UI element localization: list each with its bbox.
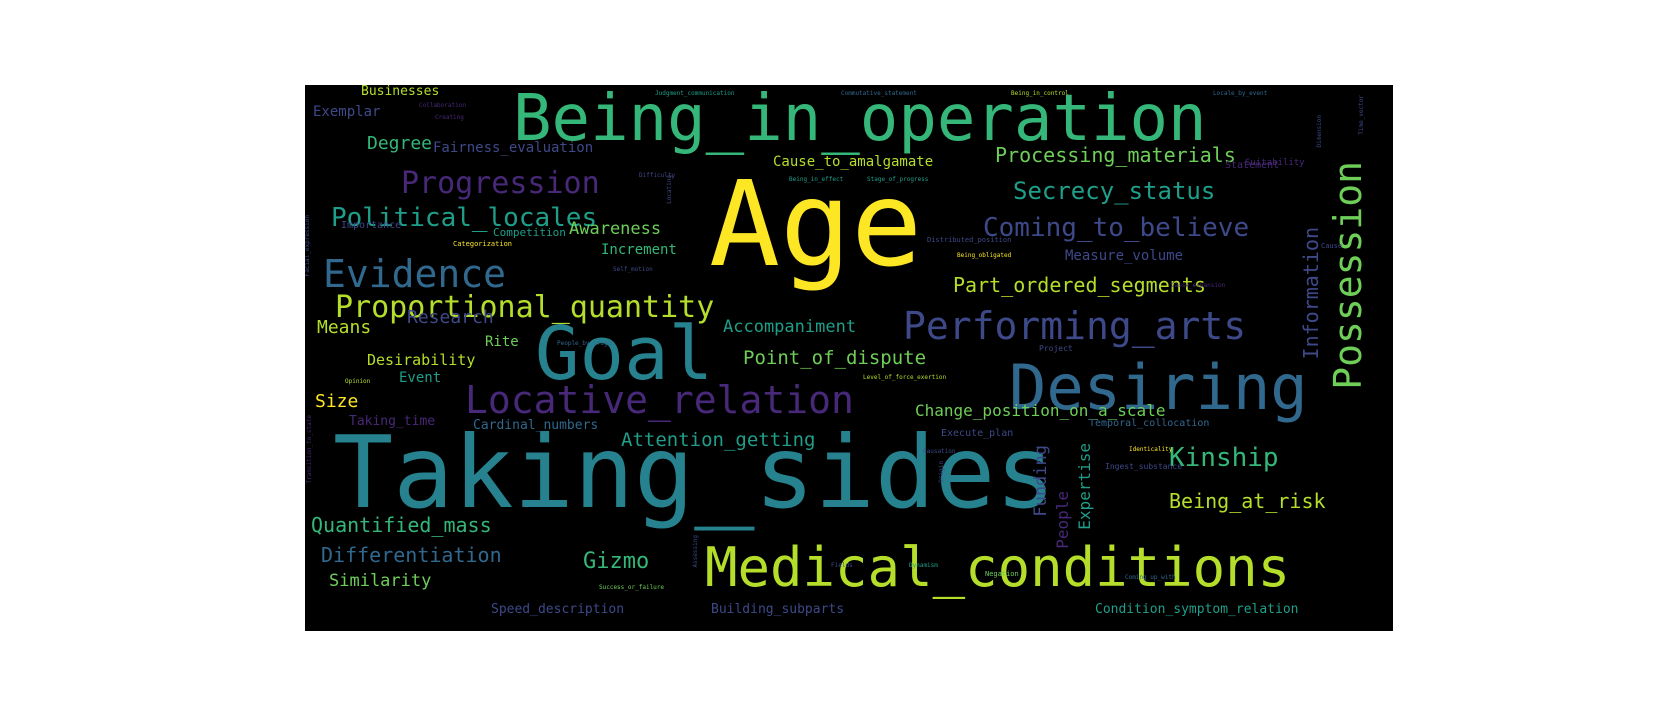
word-processing-materials: Processing_materials [995, 143, 1236, 167]
word-differentiation: Differentiation [321, 543, 502, 567]
word-event: Event [399, 370, 442, 386]
word-being-in-control: Being_in_control [1011, 90, 1069, 97]
word-taking-sides: Taking_sides [333, 414, 1056, 531]
word-proportional-quantity: Proportional_quantity [335, 290, 715, 325]
word-building-subparts: Building_subparts [711, 602, 845, 617]
word-ingest-substance: Ingest_substance [1105, 462, 1183, 471]
word-quantified-mass: Quantified_mass [311, 513, 492, 537]
word-fairness-evaluation: Fairness_evaluation [433, 140, 594, 156]
word-rite: Rite [485, 334, 519, 350]
word-stage-of-progress: Stage_of_progress [867, 176, 929, 183]
word-cause-expansion: Cause_expansion [1171, 282, 1226, 289]
word-businesses: Businesses [361, 85, 440, 99]
word-medical-conditions: Medical_conditions [705, 536, 1291, 599]
word-age: Age [709, 155, 923, 293]
word-possession: Possession [1326, 161, 1370, 390]
word-assessing: Assessing [692, 535, 699, 568]
word-awareness: Awareness [569, 219, 662, 239]
word-being-in-operation: Being_in_operation [513, 85, 1207, 156]
word-attention-getting: Attention_getting [621, 429, 816, 451]
word-importance: Importance [341, 220, 402, 231]
word-judgment-communication: Judgment_communication [655, 90, 735, 97]
word-commutative-statement: Commutative_statement [841, 90, 917, 97]
word-causation: Causation [923, 448, 956, 455]
word-accompaniment: Accompaniment [723, 317, 857, 337]
word-locating: Locating [666, 175, 673, 204]
word-goal: Goal [535, 311, 714, 397]
word-cloud: Age Taking_sides Being_in_operation Goal… [305, 85, 1393, 631]
word-cardinal-numbers: Cardinal_numbers [473, 418, 599, 433]
word-locative-relation: Locative_relation [465, 378, 854, 422]
word-desirability: Desirability [367, 351, 476, 369]
word-dynamism: Dynamism [909, 562, 938, 569]
word-identicality: Identicality [1129, 446, 1173, 453]
word-coming-up-with: Coming_up_with [1125, 574, 1176, 581]
word-success-or-failure: Success_or_failure [599, 584, 665, 591]
word-locale-by-event: Locale_by_event [1213, 90, 1268, 97]
word-condition-symptom: Condition_symptom_relation [1095, 602, 1299, 617]
word-facial-expression: Facial_expression [305, 215, 311, 277]
word-creating: Creating [435, 114, 464, 121]
word-distributed-position: Distributed_position [927, 236, 1012, 244]
word-opinion: Opinion [345, 378, 371, 385]
word-negation: Negation [985, 570, 1019, 578]
word-level-of-force: Level_of_force_exertion [863, 374, 947, 381]
word-political-locales: Political_locales [331, 203, 598, 233]
word-taking-time: Taking_time [349, 414, 436, 429]
word-point-of-dispute: Point_of_dispute [743, 347, 927, 369]
word-secrecy-status: Secrecy_status [1013, 177, 1216, 205]
word-kinship: Kinship [1169, 443, 1279, 473]
word-cause-to-amalgamate: Cause_to_amalgamate [773, 154, 934, 170]
word-size: Size [315, 391, 359, 412]
word-expertise: Expertise [1075, 443, 1094, 530]
word-statement: Statement [1225, 160, 1280, 171]
word-origin: Origin [938, 461, 945, 483]
word-cause: Cause [1321, 242, 1343, 250]
word-categorization: Categorization [453, 240, 513, 248]
word-difficulty: Difficulty [639, 172, 676, 179]
word-people-by-origin: People_by_origin [557, 340, 615, 347]
word-transition-to-state: Transition_to_state [306, 415, 313, 484]
word-speed-description: Speed_description [491, 602, 625, 617]
word-measure-volume: Measure_volume [1065, 248, 1184, 264]
word-means: Means [317, 317, 372, 338]
word-being-obligated: Being_obligated [957, 252, 1012, 259]
word-competition: Competition [493, 226, 566, 239]
word-project: Project [1039, 344, 1073, 353]
word-collaboration: Collaboration [419, 102, 466, 109]
word-part-ordered-segments: Part_ordered_segments [953, 273, 1206, 297]
word-temporal-collocation: Temporal_collocation [1089, 418, 1210, 429]
word-being-in-effect: Being_in_effect [789, 176, 844, 183]
word-suitability: Suitability [1245, 158, 1305, 168]
word-desiring: Desiring [1009, 351, 1308, 424]
word-execute-plan: Execute_plan [941, 428, 1014, 439]
word-degree: Degree [367, 133, 433, 154]
word-increment: Increment [601, 242, 677, 258]
word-time-vector: Time_vector [1358, 95, 1365, 135]
word-people: People [1053, 491, 1072, 549]
word-self-motion: Self_motion [613, 266, 653, 273]
word-coming-to-believe: Coming_to_believe [983, 213, 1250, 243]
word-dimension: Dimension [1316, 115, 1323, 148]
word-exemplar: Exemplar [313, 104, 381, 120]
word-information: Information [1299, 227, 1323, 360]
word-performing-arts: Performing_arts [903, 304, 1247, 348]
word-being-at-risk: Being_at_risk [1169, 489, 1326, 513]
word-evidence: Evidence [323, 252, 507, 296]
word-gizmo: Gizmo [583, 549, 650, 574]
word-fields: Fields [831, 562, 853, 569]
word-funding: Funding [1031, 445, 1051, 517]
word-change-position: Change_position_on_a_scale [915, 401, 1166, 420]
word-research: Research [407, 307, 494, 328]
word-progression: Progression [401, 166, 600, 201]
word-similarity: Similarity [329, 571, 432, 591]
